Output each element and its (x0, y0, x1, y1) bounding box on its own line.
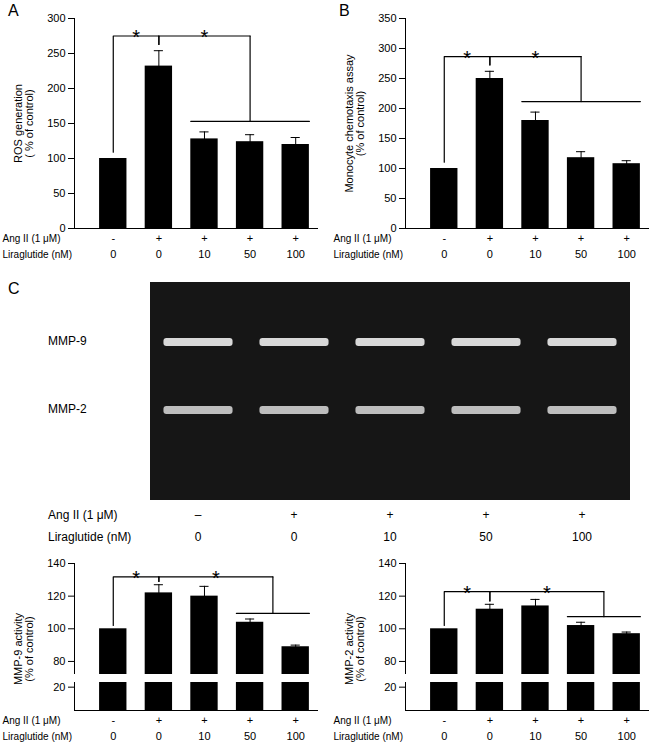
svg-text:Liraglutide (nM): Liraglutide (nM) (334, 731, 403, 742)
svg-text:+: + (201, 232, 207, 244)
svg-text:0: 0 (441, 248, 447, 260)
svg-text:140: 140 (47, 557, 65, 569)
svg-text:10: 10 (198, 248, 210, 260)
svg-text:-: - (442, 232, 446, 244)
html-text:100: 100 (572, 530, 592, 544)
svg-text:100: 100 (47, 152, 65, 164)
svg-text:Ang II (1 μM): Ang II (1 μM) (334, 715, 392, 726)
svg-text:*: * (463, 47, 471, 69)
svg-text:250: 250 (378, 72, 396, 84)
svg-text:*: * (132, 567, 140, 589)
svg-text:Ang II (1 μM): Ang II (1 μM) (334, 233, 392, 244)
html-text:C: C (8, 280, 20, 297)
svg-text:200: 200 (47, 82, 65, 94)
svg-text:Liraglutide (nM): Liraglutide (nM) (3, 731, 72, 742)
svg-text:50: 50 (244, 248, 256, 260)
svg-text:50: 50 (384, 192, 396, 204)
svg-text:50: 50 (575, 248, 587, 260)
svg-text:200: 200 (378, 102, 396, 114)
html-text:MMP-9: MMP-9 (48, 334, 87, 348)
svg-text:100: 100 (378, 162, 396, 174)
svg-text:+: + (201, 714, 207, 726)
svg-text:Ang II (1 μM): Ang II (1 μM) (3, 233, 61, 244)
svg-text:0: 0 (59, 222, 66, 234)
svg-text:100: 100 (47, 622, 65, 634)
svg-text:Monocyte chemotaxis assay(% of: Monocyte chemotaxis assay(% of control) (343, 54, 366, 193)
html-text:Liraglutide (nM): Liraglutide (nM) (48, 530, 132, 544)
html-text:Ang II (1 μM): Ang II (1 μM) (48, 508, 118, 522)
svg-text:MMP-2 activity(% of control): MMP-2 activity(% of control) (343, 612, 366, 685)
svg-text:*: * (532, 47, 540, 69)
svg-text:+: + (623, 714, 629, 726)
svg-text:+: + (292, 714, 298, 726)
html-text:50: 50 (479, 530, 493, 544)
svg-text:50: 50 (244, 730, 256, 742)
svg-text:350: 350 (378, 12, 396, 24)
svg-text:0: 0 (110, 730, 116, 742)
svg-text:50: 50 (53, 187, 65, 199)
svg-text:10: 10 (198, 730, 210, 742)
svg-text:+: + (532, 232, 538, 244)
svg-text:0: 0 (441, 730, 447, 742)
svg-text:80: 80 (53, 655, 65, 667)
svg-text:+: + (156, 232, 162, 244)
svg-text:150: 150 (47, 117, 65, 129)
svg-text:*: * (463, 582, 471, 604)
svg-text:-: - (111, 232, 115, 244)
svg-text:0: 0 (487, 248, 493, 260)
svg-text:140: 140 (378, 557, 396, 569)
svg-text:10: 10 (529, 248, 541, 260)
svg-text:300: 300 (378, 42, 396, 54)
html-text:0: 0 (194, 530, 202, 544)
svg-text:+: + (487, 232, 493, 244)
svg-text:+: + (487, 714, 493, 726)
svg-text:+: + (623, 232, 629, 244)
svg-text:-: - (442, 714, 446, 726)
svg-text:0: 0 (110, 248, 116, 260)
svg-text:120: 120 (378, 590, 396, 602)
svg-text:100: 100 (618, 730, 636, 742)
svg-text:80: 80 (384, 655, 396, 667)
html-text:B: B (339, 2, 350, 19)
svg-text:MMP-9 activity(% of control): MMP-9 activity(% of control) (12, 612, 35, 685)
svg-text:100: 100 (618, 248, 636, 260)
svg-text:50: 50 (575, 730, 587, 742)
svg-text:*: * (132, 26, 140, 48)
svg-text:-: - (111, 714, 115, 726)
svg-text:*: * (212, 567, 220, 589)
svg-text:0: 0 (156, 730, 162, 742)
svg-text:+: + (247, 232, 253, 244)
svg-text:+: + (247, 714, 253, 726)
svg-text:+: + (578, 232, 584, 244)
svg-text:0: 0 (390, 222, 397, 234)
svg-text:+: + (578, 714, 584, 726)
html-text:10: 10 (383, 530, 397, 544)
svg-text:+: + (292, 232, 298, 244)
svg-text:100: 100 (287, 248, 305, 260)
svg-text:150: 150 (378, 132, 396, 144)
svg-text:0: 0 (487, 730, 493, 742)
svg-text:*: * (201, 26, 209, 48)
html-text:A: A (8, 2, 19, 19)
svg-text:+: + (532, 714, 538, 726)
svg-text:*: * (543, 582, 551, 604)
svg-text:Ang II (1 μM): Ang II (1 μM) (3, 715, 61, 726)
html-text:0: 0 (290, 530, 298, 544)
svg-text:+: + (156, 714, 162, 726)
svg-text:100: 100 (378, 622, 396, 634)
svg-text:20: 20 (53, 681, 65, 693)
svg-text:0: 0 (156, 248, 162, 260)
svg-text:10: 10 (529, 730, 541, 742)
svg-text:300: 300 (47, 12, 65, 24)
svg-text:Liraglutide (nM): Liraglutide (nM) (3, 249, 72, 260)
svg-text:100: 100 (287, 730, 305, 742)
svg-text:ROS generation( % of control): ROS generation( % of control) (12, 84, 35, 163)
svg-text:120: 120 (47, 590, 65, 602)
svg-text:Liraglutide (nM): Liraglutide (nM) (334, 249, 403, 260)
svg-text:20: 20 (384, 681, 396, 693)
html-text:MMP-2: MMP-2 (48, 402, 87, 416)
svg-text:250: 250 (47, 47, 65, 59)
